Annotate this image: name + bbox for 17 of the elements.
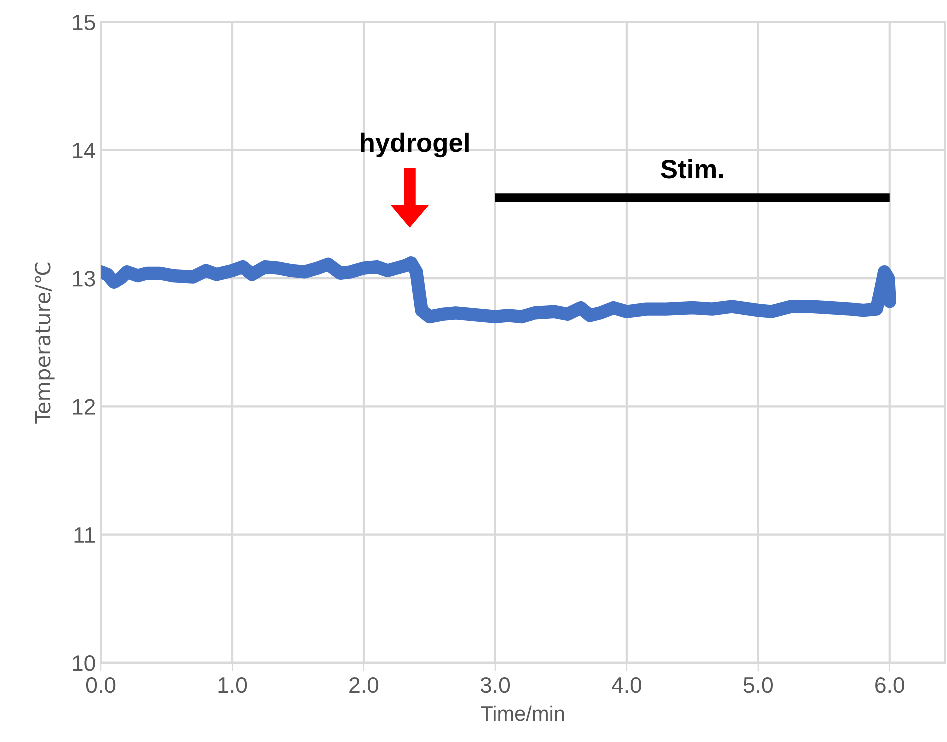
x-tick-label: 4.0	[612, 677, 642, 694]
x-tick-label: 1.0	[218, 677, 248, 694]
y-tick-label: 14	[73, 143, 96, 158]
x-tick-label: 5.0	[744, 677, 773, 694]
annotation: hydrogel	[361, 132, 469, 158]
y-tick-label: 11	[74, 528, 96, 543]
series-label: Stim.	[661, 159, 724, 179]
y-tick-label: 12	[73, 399, 96, 415]
y-tick-label: 10	[73, 656, 96, 672]
x-tick-label: 2.0	[350, 677, 379, 694]
x-axis-title: Time/min	[481, 706, 564, 722]
y-tick-label: 15	[73, 15, 96, 31]
x-tick-label: 6.0	[876, 677, 904, 694]
x-tick-label: 3.0	[480, 677, 510, 694]
y-axis-title: Temperature/℃	[35, 262, 55, 424]
x-tick-label: 0.0	[86, 677, 116, 694]
y-tick-label: 13	[73, 271, 96, 287]
